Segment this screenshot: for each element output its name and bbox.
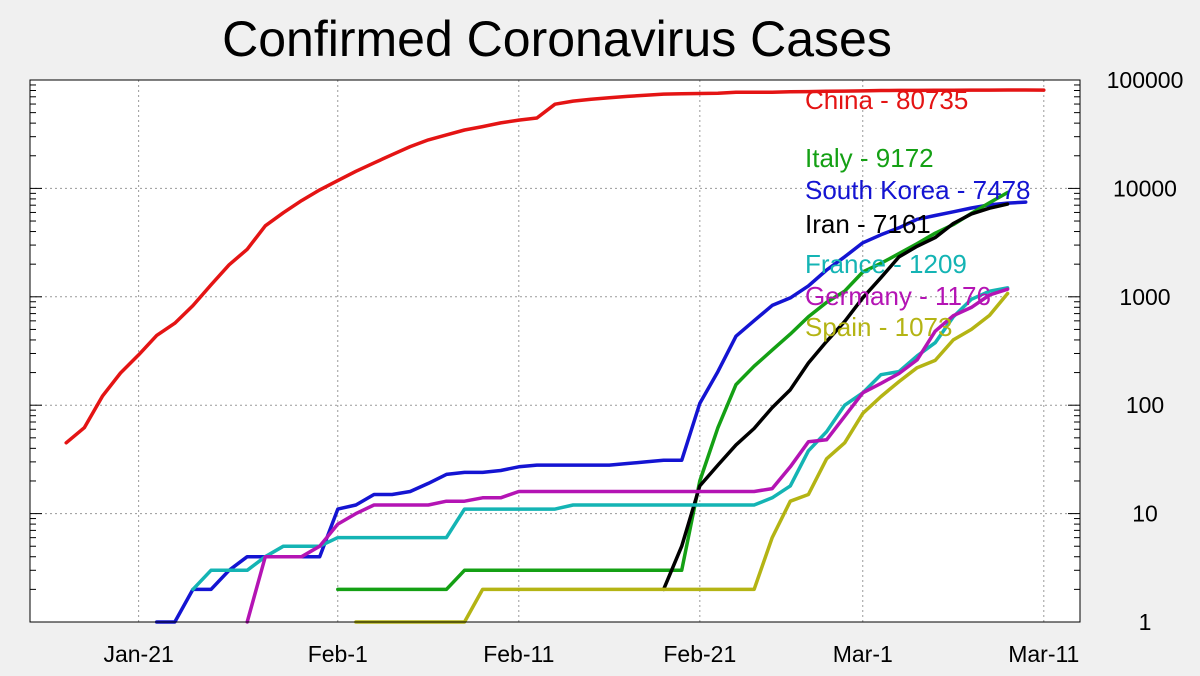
grid bbox=[30, 80, 1080, 622]
chart-title: Confirmed Coronavirus Cases bbox=[222, 11, 892, 67]
plot-frame bbox=[29, 79, 1081, 623]
y-tick-label: 10000 bbox=[1113, 175, 1177, 201]
x-tick-labels: Jan-21 Feb-1 Feb-11 Feb-21 Mar-1 Mar-11 bbox=[103, 641, 1079, 667]
series-label-south-korea: South Korea - 7478 bbox=[805, 175, 1031, 205]
y-tick-label: 100 bbox=[1126, 392, 1164, 418]
series-label-spain: Spain - 1073 bbox=[805, 312, 952, 342]
series-label-iran: Iran - 7161 bbox=[805, 209, 931, 239]
series-label-italy: Italy - 9172 bbox=[805, 143, 934, 173]
x-tick-label: Mar-1 bbox=[833, 641, 893, 667]
y-tick-label: 1 bbox=[1139, 609, 1152, 635]
series-label-germany: Germany - 1176 bbox=[805, 281, 991, 311]
x-tick-label: Mar-11 bbox=[1008, 641, 1079, 667]
x-tick-label: Feb-1 bbox=[308, 641, 368, 667]
plot-area bbox=[30, 80, 1080, 622]
series-label-china: China - 80735 bbox=[805, 85, 968, 115]
series-line-france bbox=[191, 286, 1010, 592]
x-tick-label: Feb-21 bbox=[663, 641, 736, 667]
series-line-china bbox=[64, 88, 1046, 445]
y-tick-labels: 1 10 100 1000 10000 100000 bbox=[1107, 67, 1184, 635]
x-tick-label: Jan-21 bbox=[103, 641, 173, 667]
x-tick-label: Feb-11 bbox=[483, 641, 554, 667]
series-label-france: France - 1209 bbox=[805, 249, 967, 279]
series-layer bbox=[64, 88, 1046, 624]
y-tick-label: 100000 bbox=[1107, 67, 1184, 93]
y-tick-label: 10 bbox=[1132, 501, 1158, 527]
series-line-iran bbox=[661, 202, 1010, 592]
series-line-germany bbox=[245, 287, 1010, 624]
y-tick-label: 1000 bbox=[1119, 284, 1170, 310]
